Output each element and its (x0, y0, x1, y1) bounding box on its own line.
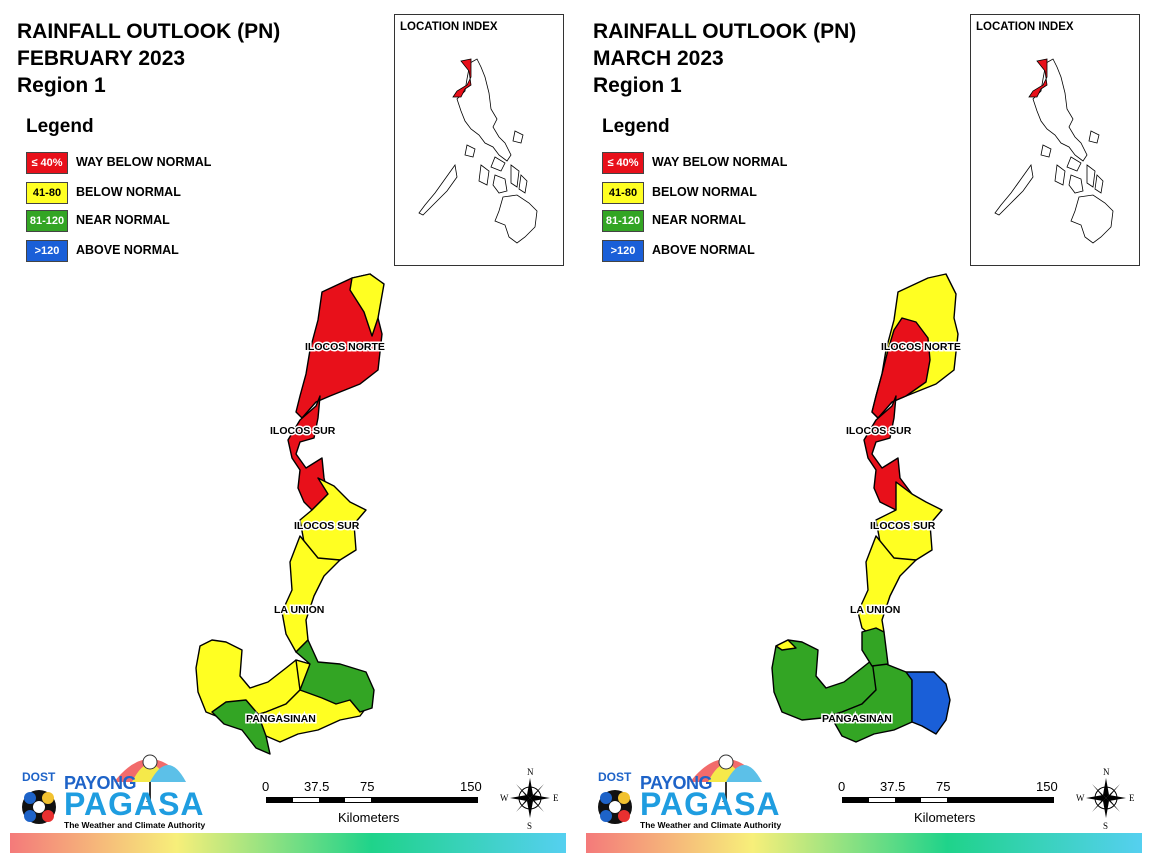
pangasinan-north (861, 627, 889, 667)
scale-tick: 75 (936, 779, 951, 794)
location-index-title: LOCATION INDEX (976, 21, 1074, 33)
scale-bar-graphic (842, 797, 1054, 803)
payong-pagasa-logo: DOST PAYONG PAGASA The Weather and Clima… (16, 740, 206, 832)
legend-label: BELOW NORMAL (652, 185, 757, 199)
legend-title: Legend (602, 116, 670, 137)
label-ilocos-sur-north: ILOCOS SUR (270, 425, 336, 437)
location-index-title: LOCATION INDEX (400, 21, 498, 33)
scale-tick: 150 (460, 779, 482, 794)
legend-swatch: >120 (26, 240, 68, 262)
scale-unit: Kilometers (914, 810, 976, 825)
legend-swatch: 41-80 (26, 182, 68, 204)
panel-title: RAINFALL OUTLOOK (PN) FEBRUARY 2023 Regi… (17, 18, 280, 99)
logo-payong-text: PAYONG (64, 773, 137, 793)
legend-swatch: ≤ 40% (26, 152, 68, 174)
label-ilocos-sur-north: ILOCOS SUR (846, 425, 912, 437)
label-la-union: LA UNION (274, 604, 324, 616)
scale-tick: 0 (262, 779, 270, 794)
title-line-3: Region 1 (593, 74, 682, 97)
legend-swatch: 81-120 (602, 210, 644, 232)
legend-swatch: 41-80 (602, 182, 644, 204)
ilocos-sur (287, 395, 329, 511)
label-ilocos-norte: ILOCOS NORTE (305, 341, 385, 353)
scale-bar: 0 37.5 75 150 Kilometers (834, 776, 1064, 828)
label-ilocos-sur-south: ILOCOS SUR (870, 520, 936, 532)
logo-dost-text: DOST (598, 770, 632, 784)
scale-bar: 0 37.5 75 150 Kilometers (258, 776, 488, 828)
bottom-gradient-bar (10, 833, 566, 853)
ilocos-norte-ne (349, 273, 385, 337)
compass-w: W (1076, 793, 1085, 803)
ilocos-sur (863, 395, 913, 511)
legend-swatch: 81-120 (26, 210, 68, 232)
panel-title: RAINFALL OUTLOOK (PN) MARCH 2023 Region … (593, 18, 856, 99)
abra-area (875, 481, 943, 563)
region-1-rainfall-map: ILOCOS NORTE ILOCOS SUR ILOCOS SUR LA UN… (195, 273, 386, 755)
north-arrow-compass-icon: N S W E (1076, 767, 1135, 831)
label-ilocos-norte: ILOCOS NORTE (881, 341, 961, 353)
title-line-1: RAINFALL OUTLOOK (PN) (17, 20, 281, 43)
outlook-panel-march: RAINFALL OUTLOOK (PN) MARCH 2023 Region … (576, 0, 1152, 864)
legend-swatch: ≤ 40% (602, 152, 644, 174)
title-line-2: FEBRUARY 2023 (17, 47, 186, 70)
label-la-union: LA UNION (850, 604, 900, 616)
logo-payong-text: PAYONG (640, 773, 713, 793)
scale-tick: 150 (1036, 779, 1058, 794)
legend-title: Legend (26, 116, 94, 137)
location-index-inset: LOCATION INDEX (970, 14, 1140, 266)
label-ilocos-sur-south: ILOCOS SUR (294, 520, 360, 532)
title-line-2: MARCH 2023 (593, 47, 724, 70)
title-line-1: RAINFALL OUTLOOK (PN) (593, 20, 857, 43)
pangasinan-nw-yellow (775, 639, 797, 651)
compass-s: S (527, 821, 532, 831)
pangasinan-east (905, 671, 951, 735)
location-index-inset: LOCATION INDEX (394, 14, 564, 266)
logo-tagline: The Weather and Climate Authority (640, 820, 782, 830)
compass-n: N (527, 767, 534, 777)
scale-tick: 37.5 (304, 779, 330, 794)
pangasinan-south (211, 699, 271, 755)
label-pangasinan: PANGASINAN (246, 713, 316, 725)
umbrella-icon (114, 754, 186, 802)
outlook-panel-february: RAINFALL OUTLOOK (PN) FEBRUARY 2023 Regi… (10, 14, 566, 853)
dost-gear-icon (22, 790, 56, 824)
legend-label: WAY BELOW NORMAL (652, 155, 788, 169)
legend-label: ABOVE NORMAL (652, 243, 755, 257)
scale-tick: 75 (360, 779, 375, 794)
north-arrow-compass-icon: N S W E (500, 767, 559, 831)
ilocos-norte-red (871, 317, 931, 419)
logo-pagasa-text: PAGASA (640, 786, 781, 822)
legend-label: WAY BELOW NORMAL (76, 155, 212, 169)
compass-n: N (1103, 767, 1110, 777)
legend-label: NEAR NORMAL (76, 213, 170, 227)
pangasinan-east (295, 639, 375, 713)
region-1-rainfall-map: ILOCOS NORTE ILOCOS SUR ILOCOS SUR LA UN… (771, 273, 962, 743)
dost-gear-icon (598, 790, 632, 824)
philippines-outline-map (994, 58, 1114, 244)
philippines-outline-map (418, 58, 538, 244)
legend-label: BELOW NORMAL (76, 185, 181, 199)
compass-e: E (553, 793, 559, 803)
bottom-gradient-bar (586, 833, 1142, 853)
compass-e: E (1129, 793, 1135, 803)
logo-pagasa-text: PAGASA (64, 786, 205, 822)
legend-label: ABOVE NORMAL (76, 243, 179, 257)
scale-tick: 0 (838, 779, 846, 794)
scale-bar-graphic (266, 797, 478, 803)
scale-unit: Kilometers (338, 810, 400, 825)
compass-s: S (1103, 821, 1108, 831)
label-pangasinan: PANGASINAN (822, 713, 892, 725)
legend-swatch: >120 (602, 240, 644, 262)
payong-pagasa-logo: DOST PAYONG PAGASA The Weather and Clima… (592, 740, 782, 832)
logo-dost-text: DOST (22, 770, 56, 784)
logo-tagline: The Weather and Climate Authority (64, 820, 206, 830)
scale-tick: 37.5 (880, 779, 906, 794)
umbrella-icon (690, 754, 762, 802)
legend-label: NEAR NORMAL (652, 213, 746, 227)
compass-w: W (500, 793, 509, 803)
title-line-3: Region 1 (17, 74, 106, 97)
